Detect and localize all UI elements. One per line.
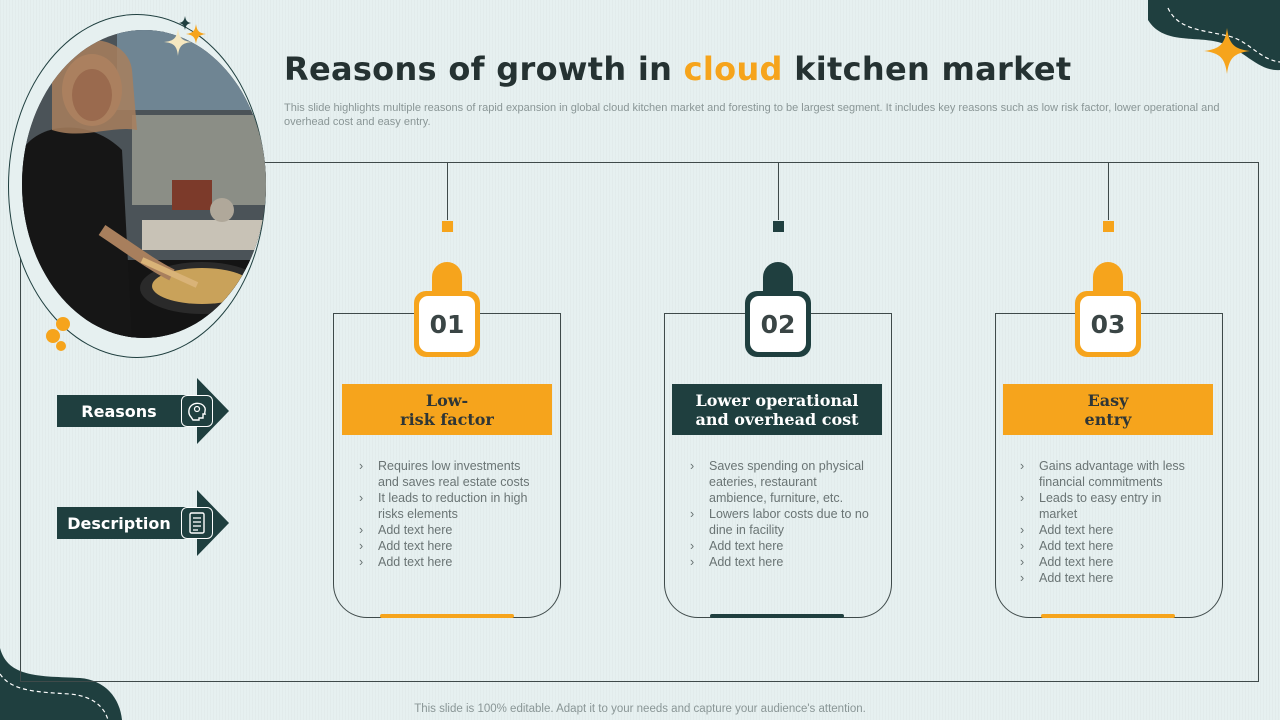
page-title: Reasons of growth in cloud kitchen marke… [284, 50, 1244, 88]
list-item: Add text here [1020, 570, 1200, 586]
card-2-number: 02 [750, 296, 806, 352]
card-3-underbar [1041, 614, 1175, 618]
list-item: Leads to easy entry in market [1020, 490, 1200, 522]
page-subtitle: This slide highlights multiple reasons o… [284, 102, 1220, 128]
card-3-hanger-line [1108, 162, 1109, 220]
list-item: Gains advantage with less financial comm… [1020, 458, 1200, 490]
list-item: Add text here [359, 522, 539, 538]
card-2-hanger-dot [773, 221, 784, 232]
card-2-bullet-list: Saves spending on physical eateries, res… [690, 458, 870, 570]
card-3-hanger-dot [1103, 221, 1114, 232]
card-1-hanger-line [447, 162, 448, 220]
list-item: Add text here [359, 554, 539, 570]
dots-decoration [46, 317, 70, 351]
corner-decoration-bottom-left [0, 648, 122, 720]
footer-note: This slide is 100% editable. Adapt it to… [414, 703, 866, 715]
card-3-number-box: 03 [1075, 291, 1141, 357]
title-accent-word: cloud [683, 50, 783, 88]
card-1-hanger-dot [442, 221, 453, 232]
description-label-text: Description [67, 513, 171, 533]
list-item: Add text here [359, 538, 539, 554]
list-item: Add text here [1020, 522, 1200, 538]
document-icon [181, 507, 213, 539]
title-text-end: kitchen market [782, 50, 1072, 88]
card-1-bullet-list: Requires low investments and saves real … [359, 458, 539, 570]
sparkle-icon-small [164, 16, 206, 56]
list-item: Saves spending on physical eateries, res… [690, 458, 870, 506]
card-3-heading: Easy entry [1003, 384, 1213, 435]
card-1-number: 01 [419, 296, 475, 352]
cooking-woman-photo [22, 30, 266, 338]
sparkle-icon [1204, 28, 1250, 74]
content-frame [20, 162, 1259, 682]
corner-decoration-top-right [1148, 0, 1280, 71]
card-1-underbar [380, 614, 514, 618]
list-item: It leads to reduction in high risks elem… [359, 490, 539, 522]
list-item: Add text here [1020, 554, 1200, 570]
card-3-number: 03 [1080, 296, 1136, 352]
card-1-heading: Low- risk factor [342, 384, 552, 435]
list-item: Add text here [1020, 538, 1200, 554]
reasons-label-text: Reasons [81, 401, 157, 421]
card-3-bullet-list: Gains advantage with less financial comm… [1020, 458, 1200, 586]
title-text-start: Reasons of growth in [284, 50, 684, 88]
card-1-number-box: 01 [414, 291, 480, 357]
description-label: Description [57, 490, 231, 556]
list-item: Lowers labor costs due to no dine in fac… [690, 506, 870, 538]
idea-head-icon [181, 395, 213, 427]
card-2-hanger-line [778, 162, 779, 220]
list-item: Add text here [690, 538, 870, 554]
list-item: Add text here [690, 554, 870, 570]
card-2-underbar [710, 614, 844, 618]
card-2-number-box: 02 [745, 291, 811, 357]
card-2-heading: Lower operational and overhead cost [672, 384, 882, 435]
reasons-label: Reasons [57, 378, 231, 444]
list-item: Requires low investments and saves real … [359, 458, 539, 490]
